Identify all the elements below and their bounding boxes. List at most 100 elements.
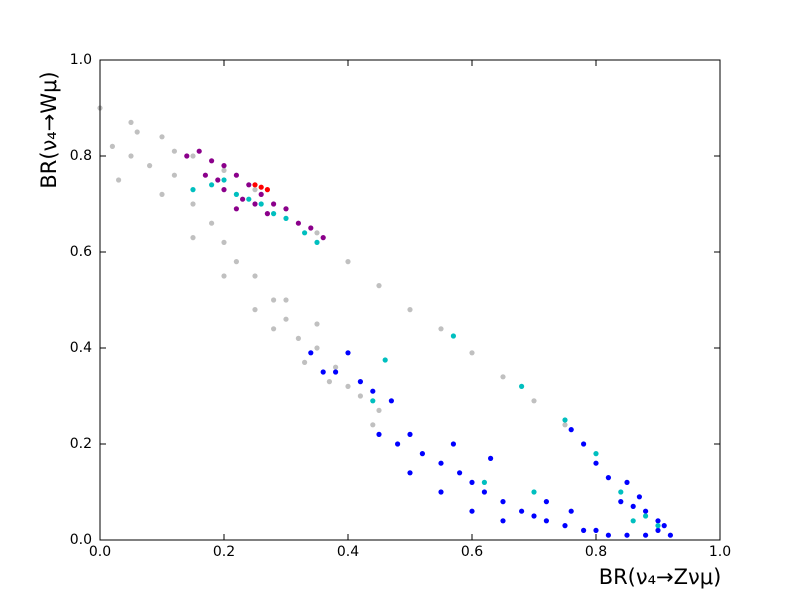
point [314,230,320,236]
point [438,460,444,466]
point [500,499,506,505]
point [581,441,587,447]
point [252,273,258,279]
point [221,239,227,245]
point [395,441,401,447]
point [357,393,363,399]
point [636,494,643,500]
point [562,417,568,423]
point [345,383,351,389]
point [221,177,227,183]
plot-frame [99,59,721,541]
point [531,398,537,404]
point [246,182,252,188]
point [295,335,301,341]
point [271,297,277,303]
point [159,134,165,140]
point [283,206,289,212]
point [655,527,661,534]
point [252,187,258,193]
point [469,508,475,514]
point [252,182,258,188]
point [221,273,227,279]
point [543,518,550,524]
point [469,479,475,485]
point [345,259,351,265]
point [147,163,153,169]
point [221,167,227,173]
y-axis-label: BR(ν₄→Wμ) [37,71,61,188]
point [233,259,239,265]
point [314,239,320,245]
point [233,191,239,197]
point [593,451,599,457]
point [302,230,308,236]
point [624,532,630,538]
point [264,187,270,193]
point [159,191,165,197]
point [171,172,177,178]
point [630,503,636,509]
point [655,523,661,529]
point [209,182,215,188]
point [438,326,444,332]
point [519,383,525,389]
point [388,398,394,404]
point [407,307,413,313]
point [370,388,376,394]
point [531,489,537,495]
point [258,201,264,207]
point [209,158,215,164]
point [271,201,277,207]
point [450,441,456,447]
point [128,119,134,125]
y-tick-label: 0.4 [70,340,92,356]
point [581,527,587,534]
point [457,470,463,476]
point [184,153,190,159]
point [283,316,289,322]
point [271,326,277,332]
point [109,143,115,149]
point [233,206,239,212]
point [258,184,264,190]
point [488,455,494,461]
point [655,518,661,524]
x-tick-label: 0.0 [89,544,111,560]
point [382,357,388,363]
point [407,431,413,437]
point [345,350,351,356]
point [190,201,196,207]
point [543,499,550,505]
point [605,532,612,538]
point [190,187,196,193]
point [643,532,649,538]
point [376,431,382,437]
x-tick-label: 0.8 [585,544,607,560]
point [643,508,649,514]
point [283,297,289,303]
point [605,475,612,481]
point [240,196,246,202]
y-tick-label: 0.0 [70,532,92,548]
point [308,225,314,231]
point [481,479,487,485]
point [308,350,314,356]
point [562,422,568,428]
point [438,489,444,495]
point [661,523,667,529]
y-tick-label: 0.2 [70,436,92,452]
x-tick-label: 0.6 [461,544,483,560]
point [314,345,320,351]
point [320,369,326,375]
point [630,518,636,524]
point [519,508,525,514]
point [333,364,339,370]
point [271,211,277,217]
point [215,177,221,183]
point [221,163,227,169]
point [469,350,475,356]
y-tick-label: 0.6 [70,244,92,260]
point [370,422,376,428]
